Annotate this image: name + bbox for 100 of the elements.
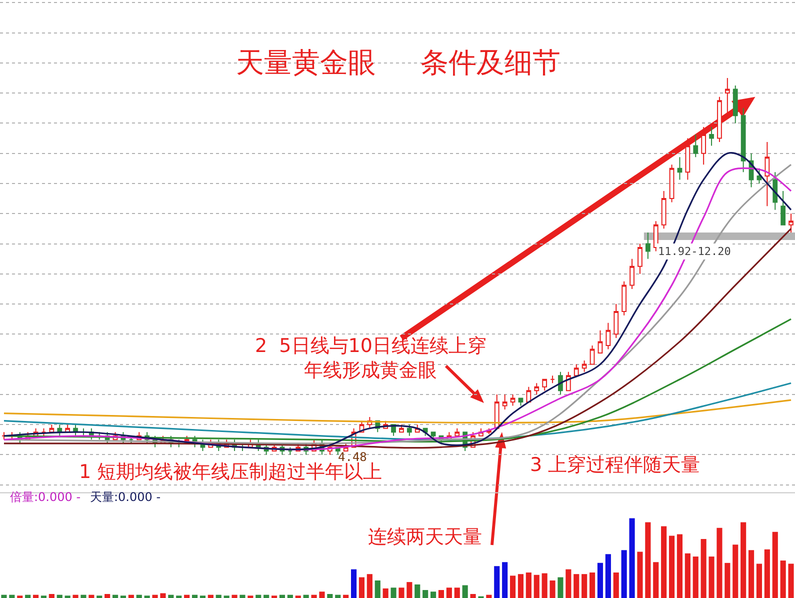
bar [534,574,540,598]
bar [653,562,659,598]
bar [160,593,166,598]
bar [764,549,770,598]
bar [9,594,15,598]
bar [486,594,492,598]
bar [732,544,738,598]
candlestick [542,378,548,392]
candlestick [598,330,603,354]
bar [645,522,651,598]
bar [526,572,532,598]
bar [788,564,794,598]
candlestick [406,424,412,436]
candlestick [534,382,540,395]
bar [605,554,611,598]
candlestick [606,322,611,350]
bar [414,584,420,598]
bar [574,574,580,598]
bar [350,569,357,598]
bar [708,556,714,598]
bar [494,566,500,598]
bar [406,582,412,598]
candlestick [685,138,690,180]
bar [25,594,31,598]
candlestick [288,446,293,456]
bar [756,564,762,598]
bar [32,594,39,598]
bar [637,552,643,598]
bar [319,592,325,598]
chart-title: 天量黄金眼 条件及细节 [236,46,561,79]
bar [518,574,524,598]
bar [112,594,118,598]
candlestick [780,190,786,226]
bar [470,594,476,598]
bar [88,594,94,598]
bar [232,594,238,598]
candlestick [693,134,698,158]
bar [462,585,468,598]
candlestick [645,232,650,260]
bar [374,580,380,598]
text: 倍量:0.000 - [10,490,81,504]
bar [1,594,7,598]
bar [192,594,198,598]
bar [303,594,309,598]
bar [80,594,86,598]
candlestick [677,156,682,180]
bar [430,592,436,598]
bar [668,536,675,598]
bar [724,562,730,598]
bar [740,522,746,598]
candlestick [430,432,436,440]
bar [343,594,349,598]
bar [327,594,333,598]
bar [613,572,619,598]
bar [358,577,365,598]
bar [335,594,341,598]
bar [184,594,190,598]
bar [772,532,778,598]
bar [748,550,754,598]
candlestick [2,432,6,440]
bar [676,534,683,598]
annotation: 连续两天天量 [368,526,482,548]
candlestick [518,398,524,406]
candlestick [709,126,714,146]
bar [597,562,604,598]
candlestick [661,190,666,230]
candlestick [399,424,404,433]
text: 天量:0.000 - [90,490,161,504]
candlestick [526,386,532,402]
bar [780,560,786,598]
bar [128,594,134,598]
bar [582,574,588,598]
bar [558,577,564,598]
bar [72,594,78,598]
band-label: 11.92-12.20 [658,245,731,258]
candlestick [454,428,460,436]
candlestick [740,108,746,173]
annotation: 3 上穿过程伴随天量 [530,454,700,476]
bar [311,594,317,598]
bar [104,594,110,598]
candlestick [502,394,508,410]
bar [256,594,262,598]
candlestick [772,172,778,210]
bar [287,594,293,598]
bar [550,580,556,598]
candlestick [622,280,627,316]
bar [700,539,706,598]
bar [542,573,548,598]
bar [566,569,572,598]
candlestick [614,304,619,338]
bar [684,553,690,598]
bar [454,588,460,598]
bar [48,594,54,598]
candlestick [732,85,738,124]
candlestick [558,371,563,395]
text: 1 短期均线被年线压制超过半年以上 [79,461,382,483]
bar [152,594,158,598]
candlestick [510,394,516,406]
bar [390,588,396,598]
bar [216,594,222,598]
